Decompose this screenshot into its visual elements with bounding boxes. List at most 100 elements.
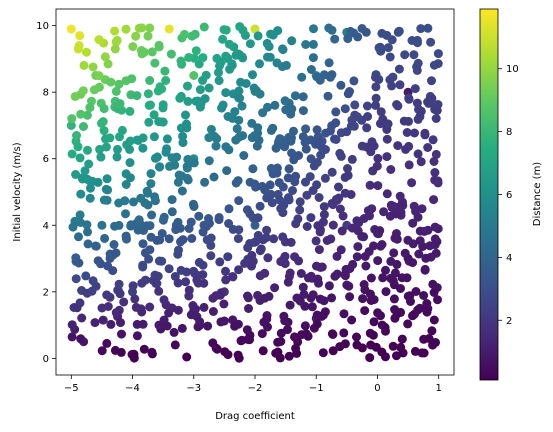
y-tick-label: 0 (43, 354, 49, 365)
scatter-point (375, 42, 385, 52)
scatter-point (117, 329, 126, 339)
scatter-point (429, 288, 439, 297)
scatter-point (204, 214, 213, 223)
scatter-point (160, 66, 170, 76)
scatter-point (271, 143, 281, 153)
scatter-point (403, 235, 413, 245)
scatter-point (243, 335, 253, 344)
scatter-point (340, 271, 350, 281)
scatter-point (407, 178, 417, 188)
scatter-point (88, 276, 98, 286)
scatter-point (176, 91, 186, 101)
scatter-point (149, 132, 159, 142)
scatter-point (138, 239, 148, 249)
scatter-point (157, 229, 167, 238)
scatter-point (430, 234, 440, 244)
scatter-point (112, 35, 122, 45)
scatter-point (352, 332, 361, 342)
scatter-point (88, 62, 98, 72)
scatter-point (97, 346, 107, 356)
scatter-point (109, 240, 119, 249)
scatter-point (283, 277, 293, 287)
scatter-point (416, 157, 426, 167)
scatter-point (404, 116, 413, 126)
scatter-point (154, 320, 164, 330)
scatter-point (283, 173, 293, 183)
scatter-point (77, 313, 87, 323)
scatter-point (328, 330, 338, 339)
scatter-point (360, 306, 370, 316)
scatter-point (408, 218, 418, 228)
scatter-point (75, 210, 85, 220)
scatter-point (278, 232, 288, 242)
scatter-point (211, 291, 221, 301)
scatter-point (388, 341, 398, 351)
scatter-point (82, 220, 92, 230)
scatter-point (366, 147, 376, 157)
scatter-point (266, 163, 276, 173)
x-axis: −5 −4 −3 −2 −1 0 1 (64, 375, 442, 394)
scatter-point (216, 57, 226, 67)
scatter-point (279, 200, 289, 210)
scatter-point (367, 204, 377, 214)
scatter-point (128, 281, 138, 291)
scatter-point (249, 237, 259, 247)
scatter-point (115, 99, 125, 109)
scatter-point (164, 234, 174, 244)
scatter-point (230, 321, 240, 331)
scatter-point (159, 212, 169, 222)
scatter-point (169, 327, 179, 337)
scatter-point (139, 344, 149, 354)
scatter-point (147, 210, 157, 220)
scatter-point (389, 294, 399, 304)
scatter-point (320, 173, 330, 183)
scatter-point (345, 292, 355, 302)
y-tick-label: 8 (43, 88, 49, 99)
scatter-point (350, 100, 360, 110)
scatter-point (187, 31, 197, 41)
scatter-point (136, 193, 146, 203)
scatter-point (73, 44, 83, 54)
scatter-point (243, 243, 253, 253)
scatter-point (250, 24, 260, 34)
scatter-point (288, 186, 297, 195)
scatter-point (161, 76, 171, 85)
scatter-point (328, 346, 338, 356)
scatter-point (410, 84, 420, 94)
scatter-point (335, 204, 345, 214)
scatter-point (103, 302, 113, 311)
scatter-point (129, 197, 138, 207)
scatter-point (214, 68, 223, 78)
scatter-point (111, 86, 121, 96)
scatter-points (66, 22, 443, 363)
scatter-point (301, 124, 311, 134)
colorbar-label: Distance (m) (532, 162, 543, 227)
scatter-point (278, 255, 288, 265)
scatter-point (433, 49, 443, 59)
scatter-point (387, 81, 397, 91)
scatter-point (132, 331, 142, 341)
scatter-point (234, 115, 244, 125)
scatter-point (138, 262, 148, 272)
scatter-point (423, 97, 433, 107)
scatter-point (93, 256, 103, 266)
scatter-point (314, 278, 323, 288)
scatter-point (218, 34, 228, 44)
scatter-point (365, 180, 375, 190)
scatter-point (300, 301, 310, 311)
scatter-point (427, 326, 437, 336)
scatter-point (411, 287, 421, 296)
scatter-point (208, 307, 218, 316)
scatter-point (149, 110, 159, 120)
scatter-point (143, 188, 153, 198)
scatter-point (233, 234, 243, 244)
scatter-point (139, 47, 149, 57)
scatter-point (250, 179, 260, 189)
scatter-point (331, 107, 341, 117)
scatter-point (327, 293, 337, 303)
scatter-point (285, 300, 295, 310)
scatter-point (359, 214, 369, 223)
scatter-point (431, 338, 440, 347)
scatter-point (427, 76, 436, 86)
scatter-point (199, 22, 209, 32)
